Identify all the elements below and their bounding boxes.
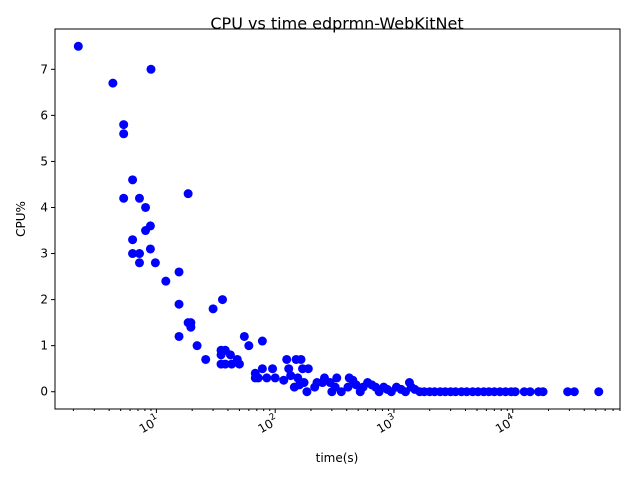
data-point — [192, 341, 202, 351]
data-point — [174, 299, 184, 309]
x-axis: 101 102 103 104 — [72, 409, 621, 436]
data-point — [208, 304, 218, 314]
data-point — [239, 331, 249, 341]
x-tick-base: 10 — [374, 416, 394, 436]
data-point — [268, 364, 278, 374]
data-point — [525, 387, 535, 397]
data-point — [183, 189, 193, 199]
data-point — [594, 387, 604, 397]
data-point — [134, 193, 144, 203]
data-point — [257, 336, 267, 346]
data-point — [270, 373, 280, 383]
plot-frame — [54, 28, 621, 410]
data-point — [174, 331, 184, 341]
data-point — [296, 354, 306, 364]
x-tick-base: 10 — [255, 416, 275, 436]
data-point — [73, 41, 83, 51]
y-tick-label: 7 — [40, 62, 48, 76]
data-point — [128, 235, 138, 245]
x-tick-label: 101 — [136, 412, 162, 436]
data-point — [351, 380, 361, 390]
y-tick-label: 3 — [40, 247, 48, 261]
data-point — [332, 373, 342, 383]
x-tick-label: 104 — [492, 412, 518, 436]
data-point — [146, 64, 156, 74]
x-tick-exponent: 1 — [149, 412, 159, 424]
data-point — [327, 387, 337, 397]
data-point — [174, 267, 184, 277]
x-tick-exponent: 4 — [505, 412, 515, 424]
data-point — [128, 249, 138, 259]
y-tick-label: 0 — [40, 385, 48, 399]
data-point — [186, 322, 196, 332]
data-point — [343, 382, 353, 392]
data-point — [302, 387, 312, 397]
y-tick-label: 5 — [40, 154, 48, 168]
x-tick-exponent: 2 — [268, 412, 278, 424]
data-point — [510, 387, 520, 397]
data-point — [336, 387, 346, 397]
data-point — [563, 387, 573, 397]
data-point — [303, 364, 313, 374]
y-tick-label: 6 — [40, 108, 48, 122]
data-point — [284, 364, 294, 374]
data-point — [299, 378, 309, 388]
data-point — [201, 354, 211, 364]
x-tick-base: 10 — [137, 416, 157, 436]
data-point — [234, 359, 244, 369]
data-points — [73, 41, 604, 397]
data-point — [128, 175, 138, 185]
chart-title: CPU vs time edprmn-WebKitNet — [210, 14, 463, 33]
data-point — [257, 364, 267, 374]
data-point — [216, 350, 226, 360]
data-point — [253, 373, 263, 383]
data-point — [286, 371, 296, 381]
data-point — [108, 78, 118, 88]
x-axis-label: time(s) — [316, 451, 359, 465]
data-point — [119, 193, 129, 203]
data-point — [119, 120, 129, 130]
data-point — [569, 387, 579, 397]
x-tick-exponent: 3 — [386, 412, 396, 424]
y-tick-label: 4 — [40, 200, 48, 214]
x-tick-label: 102 — [254, 412, 280, 436]
data-point — [538, 387, 548, 397]
data-point — [134, 258, 144, 268]
data-point — [161, 276, 171, 286]
data-point — [119, 129, 129, 139]
y-tick-label: 1 — [40, 339, 48, 353]
data-point — [262, 373, 272, 383]
data-point — [145, 244, 155, 254]
data-point — [134, 249, 144, 259]
data-point — [217, 295, 227, 305]
data-point — [282, 354, 292, 364]
y-axis-label: CPU% — [14, 201, 28, 237]
data-point — [150, 258, 160, 268]
data-point — [141, 226, 151, 236]
x-tick-label: 103 — [373, 412, 399, 436]
data-point — [279, 375, 289, 385]
data-point — [225, 350, 235, 360]
data-point — [220, 359, 230, 369]
x-tick-base: 10 — [493, 416, 513, 436]
y-tick-label: 2 — [40, 293, 48, 307]
y-axis: 0 1 2 3 4 5 6 7 — [40, 62, 55, 399]
data-point — [244, 341, 254, 351]
data-point — [227, 359, 237, 369]
data-point — [141, 202, 151, 212]
